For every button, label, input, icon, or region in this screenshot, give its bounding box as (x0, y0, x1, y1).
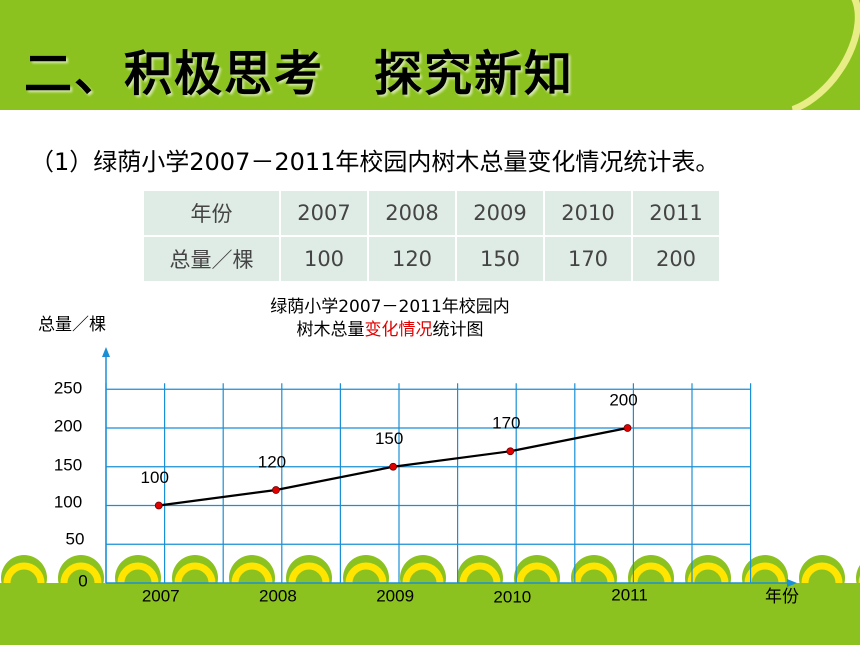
page-title: 二、积极思考 探究新知 (24, 46, 575, 102)
y-tick-label: 250 (54, 378, 82, 397)
x-tick-label: 2007 (142, 586, 180, 605)
wave-stripe (117, 562, 159, 584)
total-cell: 150 (455, 235, 545, 283)
year-cell: 2011 (631, 189, 721, 237)
year-cell: 2009 (455, 189, 545, 237)
x-tick-label: 2009 (376, 586, 414, 605)
x-tick-label: 2011 (611, 585, 648, 604)
wave-stripe (60, 562, 102, 584)
y-axis-label: 总量／棵 (38, 315, 106, 335)
total-cell: 120 (367, 235, 457, 283)
x-axis-label: 年份 (765, 587, 799, 607)
wave-stripe (516, 562, 558, 584)
y-tick-label: 0 (78, 571, 87, 590)
data-point (506, 447, 515, 456)
y-tick-label: 150 (54, 455, 82, 474)
data-point (272, 486, 280, 494)
chart-title: 绿荫小学2007－2011年校园内 树木总量变化情况统计图 (220, 296, 560, 342)
chart-title-highlight: 变化情况 (364, 320, 433, 340)
wave-stripe (630, 562, 672, 584)
y-tick-label: 50 (66, 529, 85, 548)
wave-stripe (231, 562, 273, 584)
wave-stripe (744, 562, 786, 584)
x-tick-label: 2008 (259, 586, 297, 605)
row-label-year: 年份 (142, 189, 281, 237)
data-point (154, 501, 163, 510)
stats-table: 年份 2007 2008 2009 2010 2011 总量／棵 100 120… (142, 189, 721, 283)
y-tick-label: 200 (54, 416, 82, 435)
wave-stripe (459, 562, 501, 584)
total-cell: 200 (631, 235, 721, 283)
y-axis-arrow (102, 347, 110, 357)
table-row-totals: 总量／棵 100 120 150 170 200 (142, 235, 721, 283)
row-label-total: 总量／棵 (142, 235, 281, 283)
wave-stripe (345, 562, 387, 584)
total-cell: 170 (543, 235, 633, 283)
data-point (623, 424, 632, 432)
wave-stripe (3, 562, 45, 584)
data-label: 170 (492, 414, 520, 433)
data-point (389, 462, 398, 471)
wave-stripe (288, 562, 330, 584)
x-tick-label: 2010 (493, 587, 531, 606)
table-caption: （1）绿荫小学2007－2011年校园内树木总量变化情况统计表。 (30, 148, 720, 176)
year-cell: 2008 (367, 189, 457, 237)
year-cell: 2010 (543, 189, 633, 237)
total-cell: 100 (279, 235, 369, 283)
wave-stripe (801, 562, 843, 584)
chart-title-part: 统计图 (432, 320, 484, 340)
wave-stripe (174, 562, 216, 584)
wave-stripe (402, 562, 444, 584)
table-row-years: 年份 2007 2008 2009 2010 2011 (142, 189, 721, 237)
year-cell: 2007 (279, 189, 369, 237)
chart-title-line1: 绿荫小学2007－2011年校园内 (270, 297, 510, 317)
data-label: 200 (609, 390, 637, 409)
chart-title-part: 树木总量 (296, 320, 365, 340)
data-label: 100 (141, 468, 169, 487)
x-axis-arrow (787, 579, 797, 587)
data-label: 150 (375, 429, 403, 448)
wave-bump (856, 565, 860, 591)
y-tick-label: 100 (54, 492, 82, 511)
data-label: 120 (258, 452, 286, 471)
header-band: 二、积极思考 探究新知 (0, 0, 860, 110)
wave-stripe (573, 562, 615, 584)
chart-title-line2: 树木总量变化情况统计图 (220, 319, 560, 342)
